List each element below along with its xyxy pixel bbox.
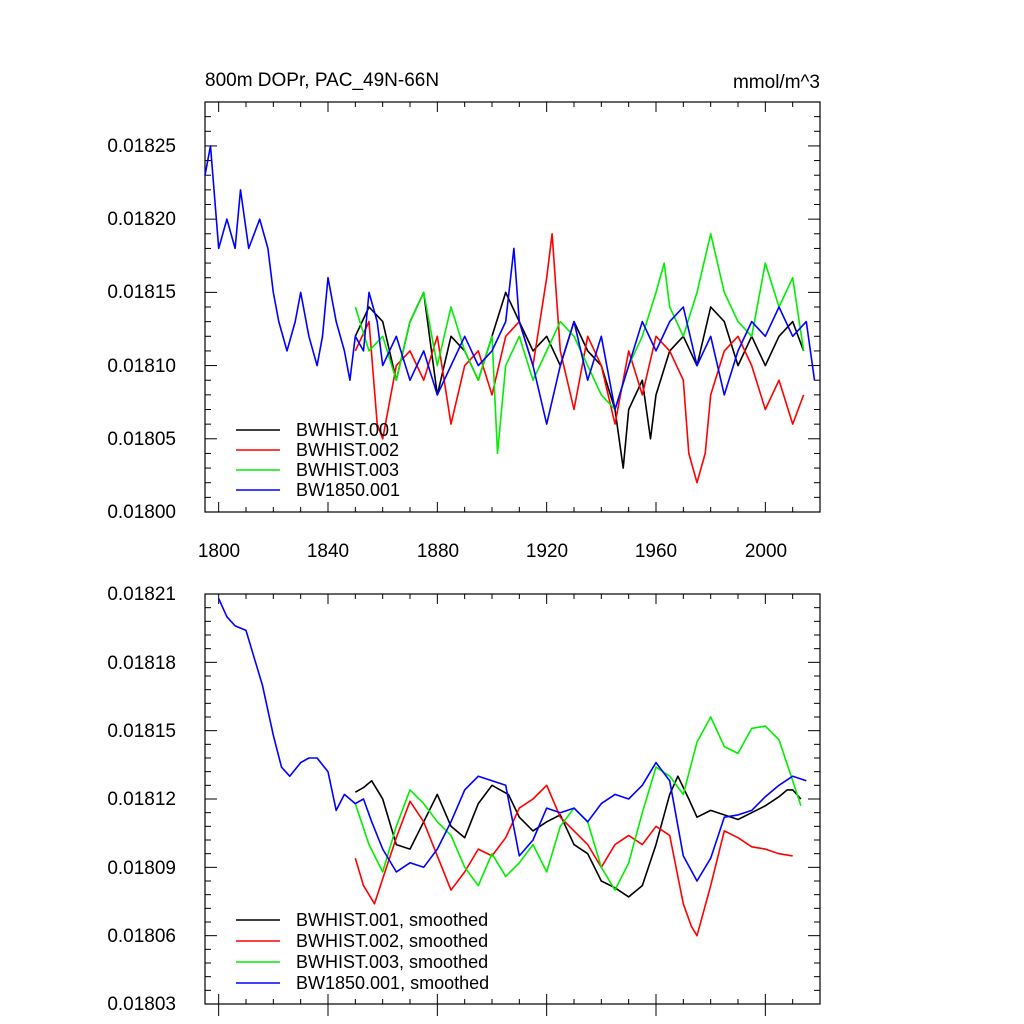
bottom-y-tick-labels: 0.01803 0.01806 0.01809 0.01812 0.01815 … bbox=[107, 584, 176, 1015]
bottom-legend-label-bw1850-001: BW1850.001, smoothed bbox=[296, 973, 489, 993]
top-legend-label-bwhist-002: BWHIST.002 bbox=[296, 440, 399, 460]
top-x-tick-label: 2000 bbox=[745, 541, 787, 562]
bottom-y-tick-label: 0.01803 bbox=[107, 994, 176, 1015]
top-chart-units: mmol/m^3 bbox=[733, 72, 820, 93]
bottom-panel: 0.01803 0.01806 0.01809 0.01812 0.01815 … bbox=[107, 584, 821, 1016]
bottom-y-tick-label: 0.01815 bbox=[107, 721, 176, 742]
top-x-tick-label: 1920 bbox=[526, 541, 568, 562]
top-y-tick-label: 0.01815 bbox=[107, 282, 176, 303]
bottom-series-line-bwhist-003-smoothed bbox=[354, 716, 802, 891]
bottom-y-tick-label: 0.01818 bbox=[107, 653, 176, 674]
top-legend-label-bwhist-003: BWHIST.003 bbox=[296, 460, 399, 480]
top-y-tick-label: 0.01825 bbox=[107, 136, 176, 157]
top-axis-ticks bbox=[205, 102, 821, 513]
bottom-series-line-bwhist-002-smoothed bbox=[354, 784, 793, 937]
top-x-tick-label: 1840 bbox=[307, 541, 349, 562]
bottom-series-line-bwhist-001-smoothed bbox=[354, 775, 802, 898]
top-series-line-bwhist-002 bbox=[354, 233, 805, 484]
top-x-tick-label: 1800 bbox=[198, 541, 240, 562]
top-series-line-bw1850-001 bbox=[204, 145, 816, 425]
top-legend-label-bw1850-001: BW1850.001 bbox=[296, 480, 400, 500]
bottom-legend-label-bwhist-001: BWHIST.001, smoothed bbox=[296, 910, 488, 930]
top-series-group bbox=[204, 145, 816, 484]
top-legend: BWHIST.001 BWHIST.002 BWHIST.003 BW1850.… bbox=[236, 420, 400, 500]
bottom-axis-ticks bbox=[205, 593, 821, 1016]
top-y-tick-label: 0.01820 bbox=[107, 209, 176, 230]
bottom-y-tick-label: 0.01821 bbox=[107, 584, 176, 605]
top-x-tick-label: 1880 bbox=[417, 541, 459, 562]
bottom-y-tick-label: 0.01809 bbox=[107, 858, 176, 879]
bottom-legend: BWHIST.001, smoothed BWHIST.002, smoothe… bbox=[236, 910, 489, 993]
top-y-tick-label: 0.01805 bbox=[107, 429, 176, 450]
top-x-tick-label: 1960 bbox=[635, 541, 677, 562]
top-y-tick-label: 0.01800 bbox=[107, 502, 176, 523]
bottom-y-tick-label: 0.01812 bbox=[107, 789, 176, 810]
bottom-series-line-bw1850-001-smoothed bbox=[217, 598, 807, 882]
bottom-legend-label-bwhist-003: BWHIST.003, smoothed bbox=[296, 952, 488, 972]
top-y-tick-labels: 0.01800 0.01805 0.01810 0.01815 0.01820 … bbox=[107, 136, 176, 523]
bottom-y-tick-label: 0.01806 bbox=[107, 926, 176, 947]
top-x-tick-labels: 1800 1840 1880 1920 1960 2000 bbox=[198, 541, 787, 562]
top-chart-title: 800m DOPr, PAC_49N-66N bbox=[205, 70, 439, 91]
top-panel: 800m DOPr, PAC_49N-66N mmol/m^3 0.01800 … bbox=[107, 70, 821, 562]
top-y-tick-label: 0.01810 bbox=[107, 356, 176, 377]
top-legend-label-bwhist-001: BWHIST.001 bbox=[296, 420, 399, 440]
bottom-series-group bbox=[217, 598, 807, 937]
bottom-legend-label-bwhist-002: BWHIST.002, smoothed bbox=[296, 931, 488, 951]
